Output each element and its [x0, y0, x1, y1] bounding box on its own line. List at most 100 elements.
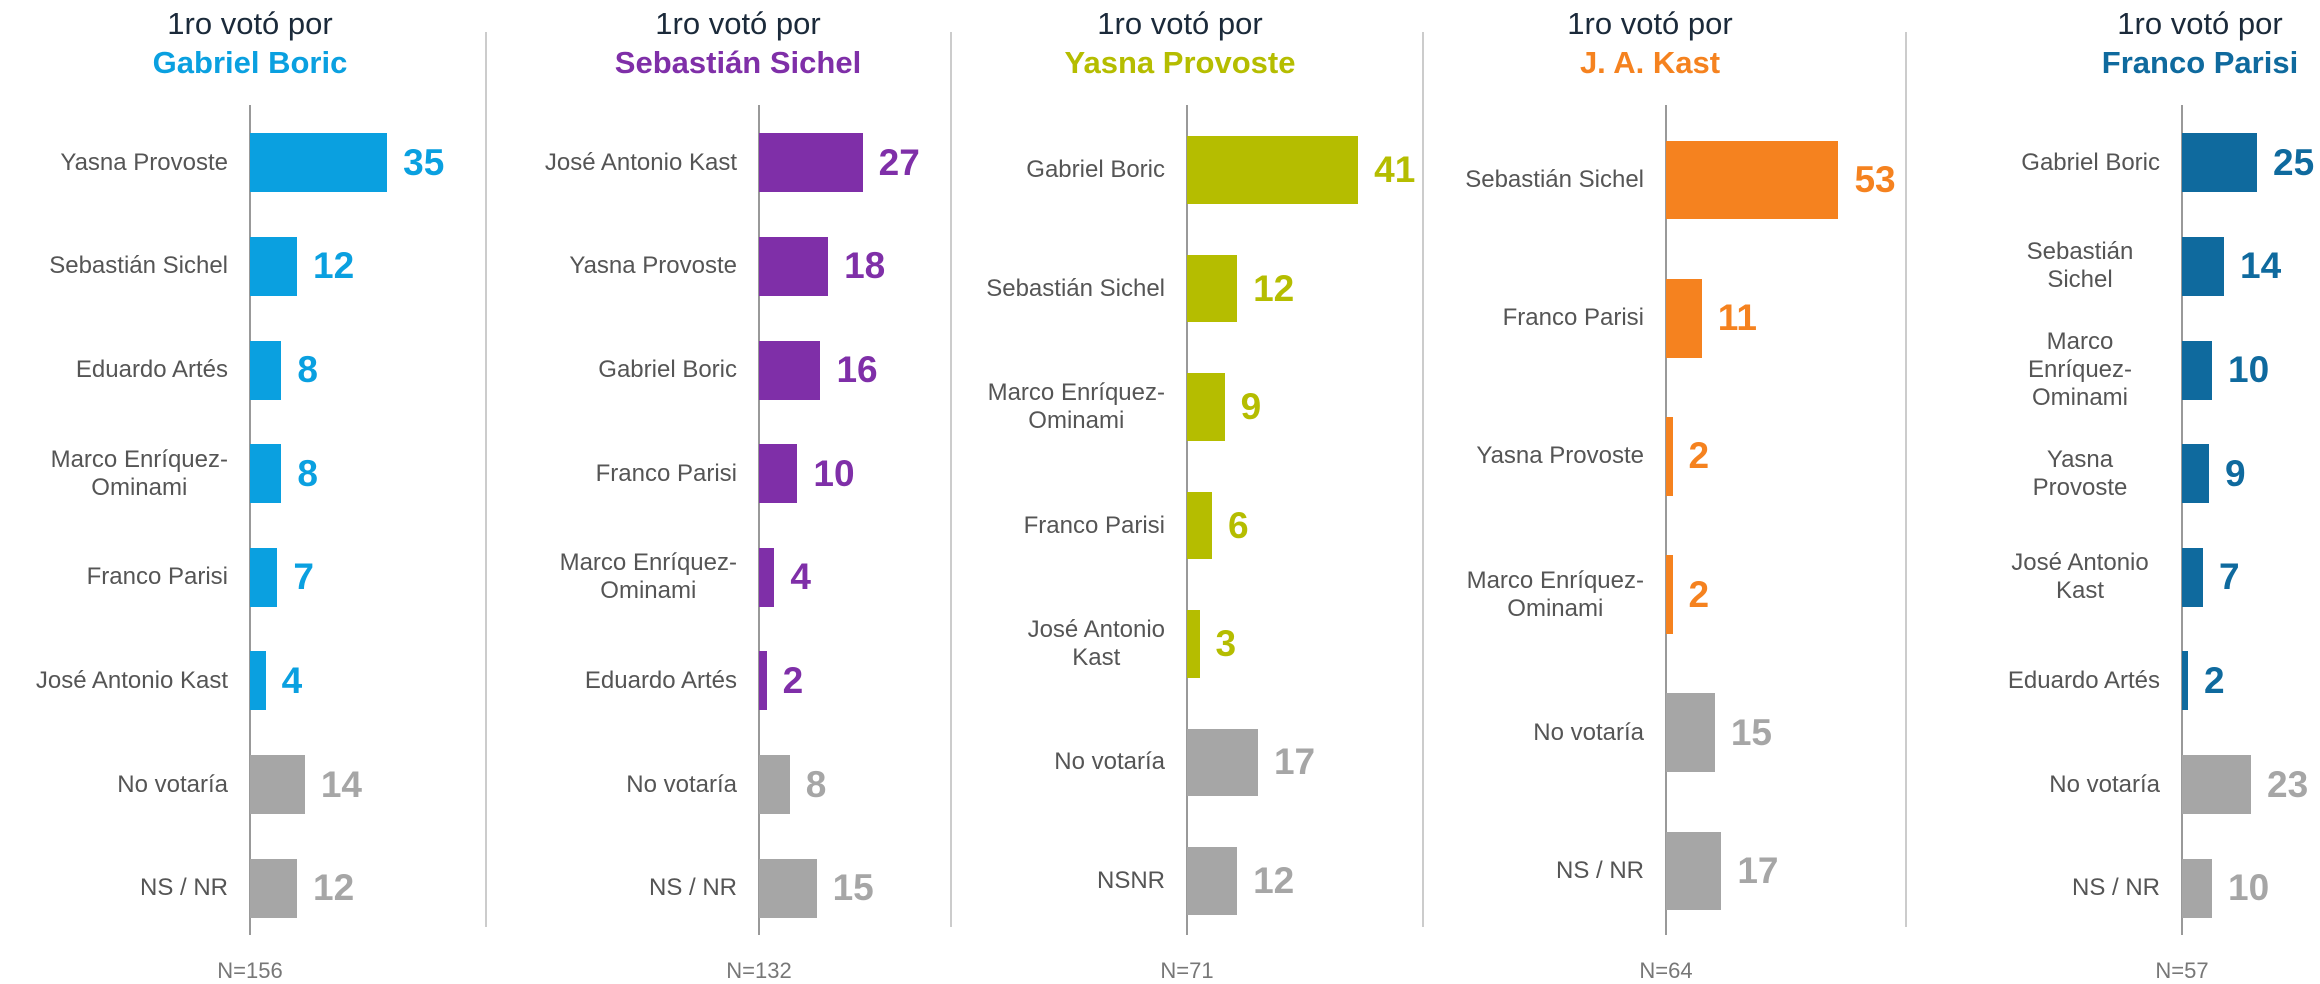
category-label: Franco Parisi — [1023, 511, 1165, 539]
chart-subtitle: Yasna Provoste — [1064, 45, 1296, 80]
separator — [1422, 32, 1424, 927]
category-label: No votaría — [2049, 770, 2160, 798]
category-label: Franco Parisi — [1502, 304, 1644, 332]
category-label: No votaría — [626, 770, 737, 798]
chart-title: 1ro votó por — [1097, 6, 1263, 41]
bar — [1187, 728, 1258, 797]
category-label: Yasna Provoste — [2032, 445, 2128, 501]
value-label: 15 — [1730, 711, 1772, 753]
category-label: Eduardo Artés — [584, 666, 737, 694]
category-label: Eduardo Artés — [2007, 666, 2160, 694]
chart-subtitle: Sebastián Sichel — [614, 45, 862, 80]
category-label: No votaría — [1533, 718, 1644, 746]
value-label: 8 — [297, 452, 318, 494]
chart-subtitle: Franco Parisi — [2101, 45, 2299, 80]
bar — [250, 651, 266, 711]
bar — [1666, 693, 1715, 773]
value-label: 23 — [2267, 763, 2309, 805]
separator — [1905, 32, 1907, 927]
footnote: N=57 — [2155, 958, 2209, 983]
bar — [1187, 610, 1200, 678]
value-label: 25 — [2273, 141, 2315, 183]
axis-line — [1665, 105, 1667, 935]
category-label: Gabriel Boric — [1026, 156, 1165, 184]
value-label: 16 — [836, 349, 878, 391]
bar — [1666, 417, 1673, 496]
bar — [1187, 136, 1359, 204]
value-label: 9 — [2225, 452, 2246, 494]
bar — [2182, 651, 2188, 711]
category-label: Marco Enríquez- Ominami — [559, 549, 737, 605]
value-label: 41 — [1374, 149, 1416, 191]
category-label: NS / NR — [1555, 856, 1644, 884]
value-label: 6 — [1228, 504, 1249, 546]
value-label: 14 — [2240, 245, 2282, 287]
value-label: 35 — [403, 141, 445, 183]
bar — [2182, 236, 2224, 296]
category-label: Eduardo Artés — [75, 356, 228, 384]
bar — [1187, 373, 1225, 441]
value-label: 14 — [320, 763, 362, 805]
category-label: Marco Enríquez- Ominami — [2027, 328, 2133, 412]
category-label: Marco Enríquez- Ominami — [1466, 566, 1644, 622]
value-label: 2 — [1688, 435, 1710, 477]
category-label: Franco Parisi — [595, 459, 737, 487]
footnote: N=156 — [217, 958, 283, 983]
value-label: 4 — [281, 659, 303, 701]
bar — [759, 547, 775, 607]
category-label: No votaría — [1054, 748, 1165, 776]
value-label: 17 — [1737, 849, 1779, 891]
bar — [250, 236, 298, 296]
value-label: 10 — [2228, 867, 2270, 909]
bar — [250, 858, 298, 918]
bar — [759, 340, 821, 400]
bar — [250, 547, 278, 607]
value-label: 8 — [297, 349, 318, 391]
value-label: 27 — [878, 141, 920, 183]
chart-title: 1ro votó por — [2117, 6, 2283, 41]
chart-subtitle: Gabriel Boric — [152, 45, 348, 80]
bar — [1666, 278, 1702, 358]
value-label: 12 — [313, 867, 355, 909]
bar — [250, 444, 282, 504]
bar — [1666, 555, 1673, 634]
category-label: No votaría — [117, 770, 228, 798]
bar — [2182, 858, 2212, 918]
category-label: Marco Enríquez- Ominami — [50, 445, 228, 501]
axis-line — [249, 105, 251, 935]
category-label: NS / NR — [139, 874, 228, 902]
bar — [1666, 831, 1722, 911]
footnote: N=132 — [726, 958, 792, 983]
bar — [1187, 491, 1213, 560]
bar — [759, 755, 790, 815]
value-label: 11 — [1717, 297, 1757, 339]
value-label: 17 — [1273, 741, 1316, 783]
category-label: NS / NR — [2071, 874, 2160, 902]
category-label: Yasna Provoste — [60, 148, 228, 176]
bar — [2182, 340, 2212, 400]
bar — [2182, 547, 2203, 607]
bar — [2182, 755, 2251, 815]
bar — [250, 133, 388, 193]
value-label: 12 — [1253, 267, 1295, 309]
value-label: 10 — [813, 452, 855, 494]
footnote: N=64 — [1639, 958, 1693, 983]
value-label: 7 — [293, 556, 314, 598]
value-label: 2 — [1688, 573, 1710, 615]
axis-line — [2181, 105, 2183, 935]
bar — [250, 340, 282, 400]
value-label: 15 — [832, 867, 874, 909]
bar — [759, 236, 829, 296]
value-label: 9 — [1240, 386, 1262, 428]
category-label: Yasna Provoste — [569, 252, 737, 280]
value-label: 7 — [2219, 556, 2240, 598]
category-label: José Antonio Kast — [35, 666, 228, 694]
axis-line — [758, 105, 760, 935]
separator — [950, 32, 952, 927]
bar — [759, 133, 863, 193]
category-label: Gabriel Boric — [598, 356, 737, 384]
value-label: 12 — [1253, 859, 1295, 901]
category-label: José Antonio Kast — [1027, 615, 1165, 671]
value-label: 2 — [782, 659, 804, 701]
